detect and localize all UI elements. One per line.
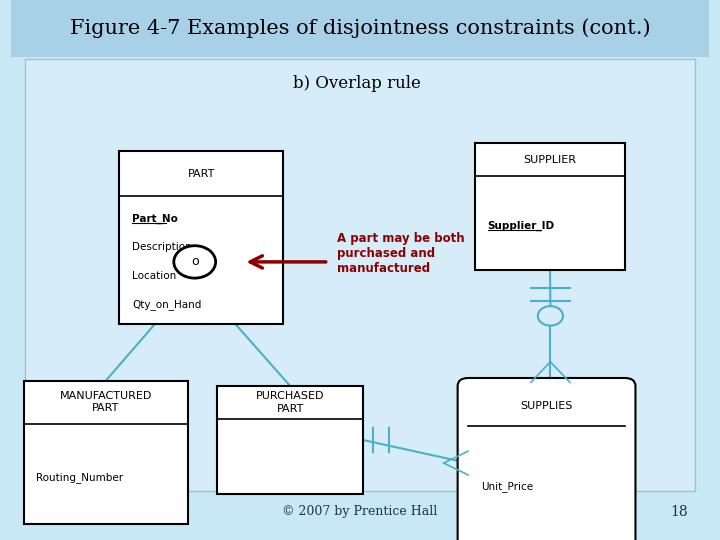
Text: Qty_on_Hand: Qty_on_Hand	[132, 299, 202, 309]
Text: 18: 18	[670, 505, 688, 519]
Bar	[24, 381, 188, 524]
Text: Figure 4-7 Examples of disjointness constraints (cont.): Figure 4-7 Examples of disjointness cons…	[70, 18, 650, 38]
Text: Routing_Number: Routing_Number	[37, 471, 124, 483]
Text: Description: Description	[132, 242, 192, 252]
FancyBboxPatch shape	[25, 59, 695, 491]
Text: o: o	[191, 255, 199, 268]
Text: Location: Location	[132, 271, 176, 281]
Bar	[217, 386, 364, 494]
Text: © 2007 by Prentice Hall: © 2007 by Prentice Hall	[282, 505, 438, 518]
Text: Chapter 4: Chapter 4	[32, 505, 109, 519]
Text: A part may be both
purchased and
manufactured: A part may be both purchased and manufac…	[337, 232, 464, 275]
Text: Part_No: Part_No	[132, 214, 178, 224]
Circle shape	[538, 306, 563, 326]
Text: Supplier_ID: Supplier_ID	[487, 221, 554, 231]
Bar	[120, 151, 283, 324]
Text: SUPPLIER: SUPPLIER	[523, 154, 577, 165]
Text: PURCHASED
PART: PURCHASED PART	[256, 391, 325, 414]
FancyBboxPatch shape	[458, 378, 636, 540]
Text: Unit_Price: Unit_Price	[481, 481, 533, 492]
Text: b) Overlap rule: b) Overlap rule	[292, 75, 420, 92]
Text: PART: PART	[188, 168, 215, 179]
Text: SUPPLIES: SUPPLIES	[521, 401, 572, 411]
FancyBboxPatch shape	[12, 0, 708, 57]
Circle shape	[174, 246, 216, 278]
Text: MANUFACTURED
PART: MANUFACTURED PART	[60, 391, 152, 413]
Bar	[475, 143, 625, 270]
